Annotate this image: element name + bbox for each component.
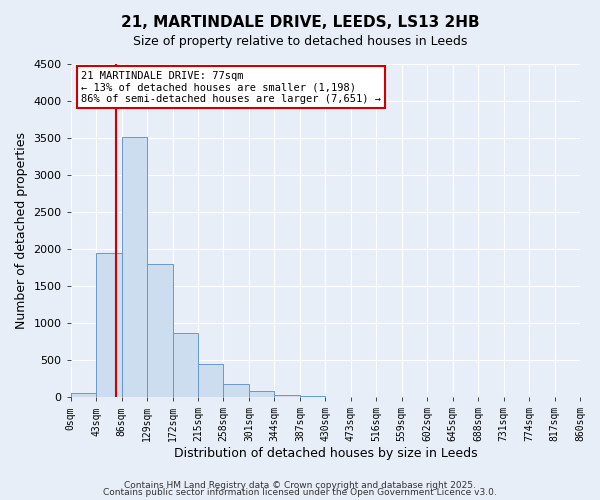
Text: Contains public sector information licensed under the Open Government Licence v3: Contains public sector information licen… [103, 488, 497, 497]
Text: Size of property relative to detached houses in Leeds: Size of property relative to detached ho… [133, 35, 467, 48]
Text: 21 MARTINDALE DRIVE: 77sqm
← 13% of detached houses are smaller (1,198)
86% of s: 21 MARTINDALE DRIVE: 77sqm ← 13% of deta… [81, 70, 381, 104]
Text: 21, MARTINDALE DRIVE, LEEDS, LS13 2HB: 21, MARTINDALE DRIVE, LEEDS, LS13 2HB [121, 15, 479, 30]
Text: Contains HM Land Registry data © Crown copyright and database right 2025.: Contains HM Land Registry data © Crown c… [124, 480, 476, 490]
Bar [71, 394, 96, 397]
Bar [300, 396, 325, 397]
Bar [249, 391, 274, 397]
Bar [274, 395, 300, 397]
Bar [173, 334, 198, 397]
Bar [223, 384, 249, 397]
Y-axis label: Number of detached properties: Number of detached properties [15, 132, 28, 329]
Bar [96, 253, 122, 397]
Bar [122, 136, 147, 397]
X-axis label: Distribution of detached houses by size in Leeds: Distribution of detached houses by size … [173, 447, 477, 460]
Bar [198, 364, 223, 397]
Bar [147, 264, 173, 397]
